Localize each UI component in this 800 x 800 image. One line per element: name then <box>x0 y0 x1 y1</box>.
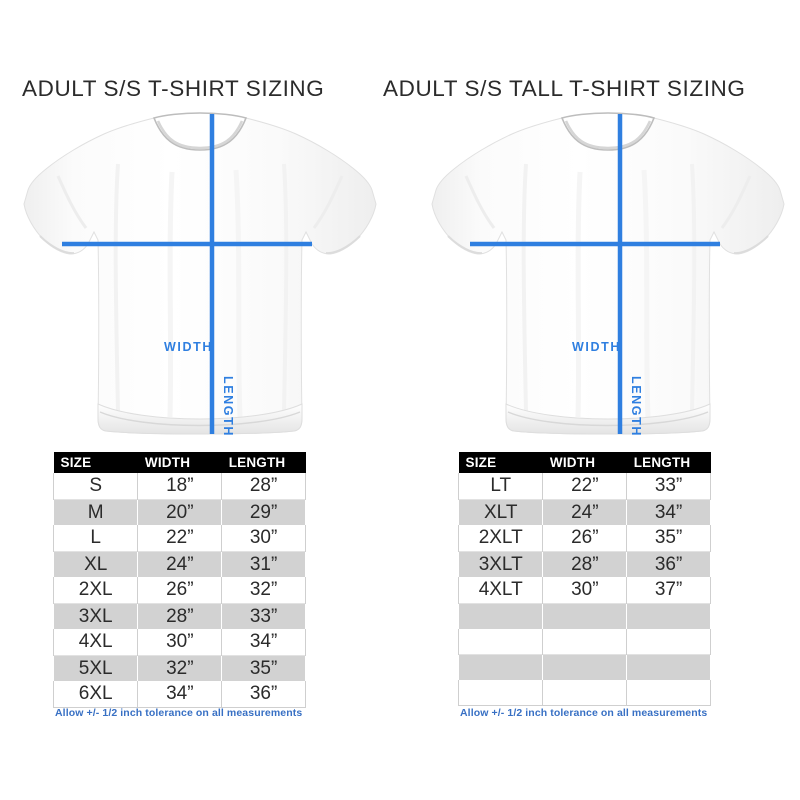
cell-width: 24” <box>137 551 223 577</box>
table-row: XLT 24” 34” <box>457 499 711 525</box>
cell-size: XL <box>52 551 139 577</box>
cell-size: L <box>52 525 139 551</box>
cell-size: 6XL <box>52 681 139 708</box>
table-row: XL 24” 31” <box>52 551 306 577</box>
table-row: 6XL 34” 36” <box>52 681 306 708</box>
table-row: 2XLT 26” 35” <box>457 525 711 551</box>
table-row: L 22” 30” <box>52 525 306 551</box>
cell-length: 35” <box>221 655 306 681</box>
cell-width <box>542 654 628 680</box>
table-row: 4XLT 30” 37” <box>457 577 711 603</box>
cell-size: 3XLT <box>457 551 544 577</box>
cell-length: 36” <box>221 681 306 708</box>
size-table-adult: SIZE WIDTH LENGTH S 18” 28” M 20” 29” L <box>52 452 306 708</box>
cell-length: 35” <box>626 525 711 551</box>
table-row: 2XL 26” 32” <box>52 577 306 603</box>
cell-width: 22” <box>542 473 628 499</box>
table-row: S 18” 28” <box>52 473 306 499</box>
cell-width <box>542 679 628 706</box>
cell-width: 22” <box>137 525 223 551</box>
cell-length: 29” <box>221 499 306 525</box>
cell-width: 20” <box>137 499 223 525</box>
cell-width: 18” <box>137 473 223 499</box>
tshirt-diagram-adult: WIDTH LENGTH <box>22 112 378 442</box>
cell-width: 30” <box>542 577 628 603</box>
page-title-tall: ADULT S/S TALL T-SHIRT SIZING <box>383 76 746 101</box>
length-measure-label: LENGTH <box>221 376 235 437</box>
cell-size: 3XL <box>52 603 139 629</box>
cell-length: 37” <box>626 577 711 603</box>
table-row-empty <box>457 679 711 706</box>
tshirt-diagram-tall: WIDTH LENGTH <box>430 112 786 442</box>
cell-size: 5XL <box>52 655 139 681</box>
panel-tall-sizing: ADULT S/S TALL T-SHIRT SIZING <box>383 0 800 800</box>
length-measure-label: LENGTH <box>629 376 643 437</box>
width-measure-label: WIDTH <box>164 340 213 354</box>
table-row: M 20” 29” <box>52 499 306 525</box>
cell-size: 4XLT <box>457 577 544 603</box>
tshirt-front-icon <box>23 112 377 435</box>
cell-width: 30” <box>137 629 223 655</box>
cell-length: 31” <box>221 551 306 577</box>
cell-length: 30” <box>221 525 306 551</box>
cell-size: S <box>52 473 139 499</box>
cell-size: XLT <box>457 499 544 525</box>
table-row: LT 22” 33” <box>457 473 711 499</box>
cell-length: 34” <box>221 629 306 655</box>
column-header-width: WIDTH <box>542 452 627 473</box>
table-row-empty <box>457 628 711 654</box>
cell-length <box>626 654 711 680</box>
cell-length: 28” <box>221 473 306 499</box>
cell-size: 2XLT <box>457 525 544 551</box>
table-row: 4XL 30” 34” <box>52 629 306 655</box>
cell-length <box>626 603 711 629</box>
cell-length <box>626 628 711 654</box>
cell-length: 36” <box>626 551 711 577</box>
cell-length: 33” <box>626 473 711 499</box>
cell-length: 33” <box>221 603 306 629</box>
cell-size: LT <box>457 473 544 499</box>
cell-size <box>457 654 544 680</box>
cell-width <box>542 628 628 654</box>
tshirt-front-icon <box>431 112 785 435</box>
cell-length: 32” <box>221 577 306 603</box>
cell-size <box>457 679 544 706</box>
tolerance-footnote: Allow +/- 1/2 inch tolerance on all meas… <box>460 707 708 719</box>
cell-width <box>542 603 628 629</box>
cell-length <box>626 679 711 706</box>
column-header-size: SIZE <box>53 452 138 473</box>
table-header-row: SIZE WIDTH LENGTH <box>458 452 711 473</box>
cell-size: 4XL <box>52 629 139 655</box>
cell-size <box>457 603 544 629</box>
table-row: 5XL 32” 35” <box>52 655 306 681</box>
cell-width: 28” <box>542 551 628 577</box>
table-row: 3XL 28” 33” <box>52 603 306 629</box>
cell-width: 24” <box>542 499 628 525</box>
table-row-empty <box>457 654 711 680</box>
page-title-adult: ADULT S/S T-SHIRT SIZING <box>22 76 325 101</box>
cell-width: 26” <box>137 577 223 603</box>
panel-adult-sizing: ADULT S/S T-SHIRT SIZING <box>22 76 378 719</box>
cell-width: 32” <box>137 655 223 681</box>
cell-size: 2XL <box>52 577 139 603</box>
column-header-width: WIDTH <box>137 452 222 473</box>
table-row-empty <box>457 603 711 629</box>
cell-width: 28” <box>137 603 223 629</box>
cell-size <box>457 628 544 654</box>
size-table-tall: SIZE WIDTH LENGTH LT 22” 33” XLT 24” 34”… <box>457 452 711 706</box>
column-header-length: LENGTH <box>221 452 306 473</box>
cell-width: 26” <box>542 525 628 551</box>
cell-width: 34” <box>137 681 223 708</box>
cell-length: 34” <box>626 499 711 525</box>
width-measure-label: WIDTH <box>572 340 621 354</box>
column-header-size: SIZE <box>458 452 543 473</box>
column-header-length: LENGTH <box>626 452 711 473</box>
cell-size: M <box>52 499 139 525</box>
tolerance-footnote: Allow +/- 1/2 inch tolerance on all meas… <box>55 707 303 719</box>
table-header-row: SIZE WIDTH LENGTH <box>53 452 306 473</box>
table-row: 3XLT 28” 36” <box>457 551 711 577</box>
